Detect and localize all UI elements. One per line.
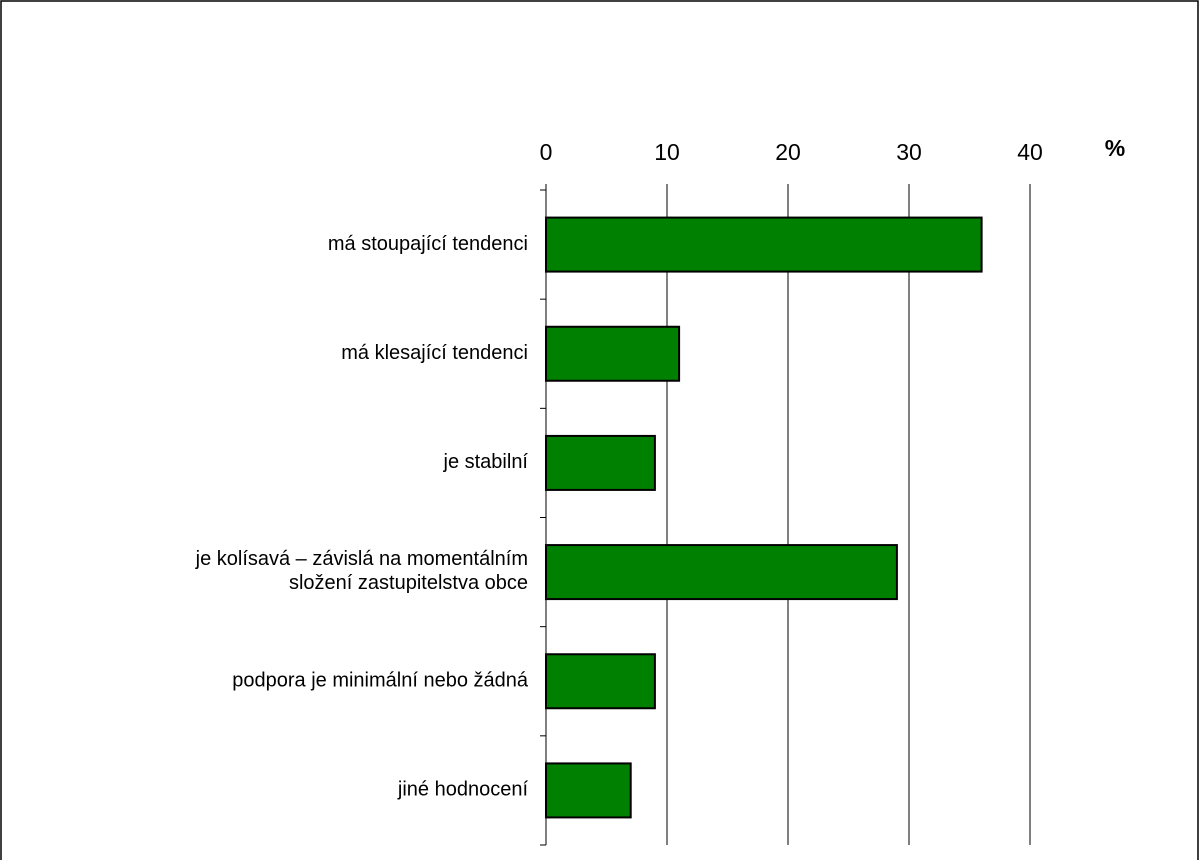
y-tick-label: je stabilní	[443, 451, 529, 473]
bar	[545, 544, 898, 601]
bar	[545, 653, 656, 710]
y-tick-label: má stoupající tendenci	[328, 233, 528, 255]
y-tick-label: je kolísavá – závislá na momentálním slož…	[195, 548, 528, 594]
axis-label: %	[1105, 135, 1125, 161]
y-tick-label: jiné hodnocení	[397, 779, 529, 801]
bar	[545, 216, 983, 273]
bar	[545, 325, 681, 382]
bar	[545, 762, 632, 819]
bar	[545, 434, 656, 491]
x-tick-label: 40	[1017, 139, 1043, 165]
x-tick-label: 0	[540, 139, 553, 165]
x-tick-label: 10	[654, 139, 680, 165]
y-tick-label: podpora je minimální nebo žádná	[232, 670, 529, 692]
x-tick-label: 20	[775, 139, 801, 165]
y-tick-label: má klesající tendenci	[341, 342, 528, 364]
x-tick-label: 30	[896, 139, 922, 165]
